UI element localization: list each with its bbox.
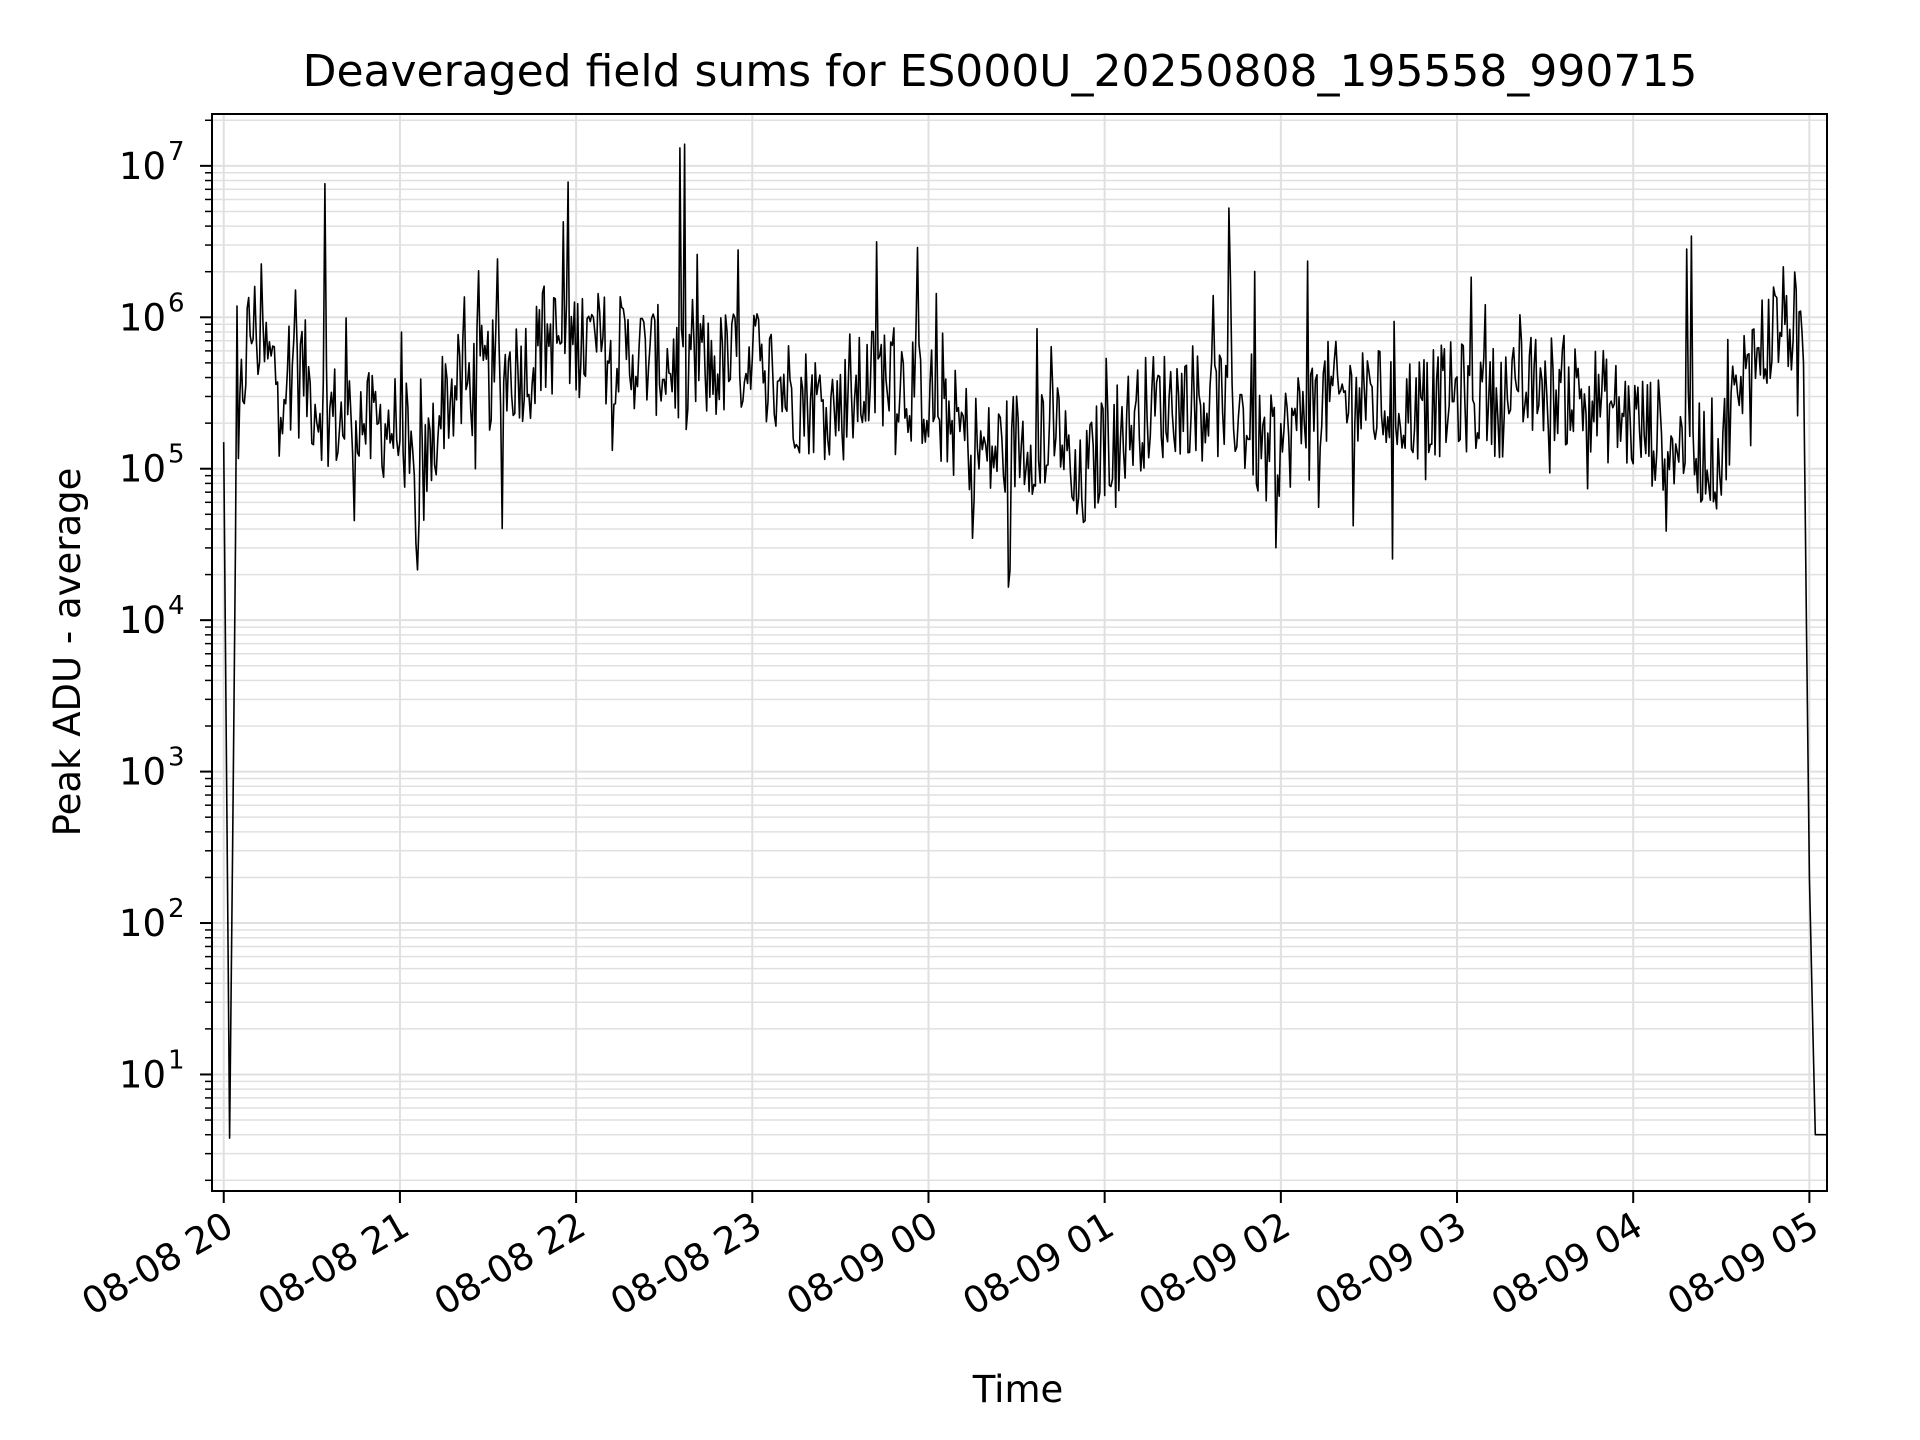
series-layer [222,143,1827,1139]
x-axis: 08-08 20 08-08 21 08-08 22 08-08 23 08-09 00… [75,1191,1826,1324]
x-tick-label: 08-09 00 [779,1204,945,1324]
y-tick-label: 10 [119,1053,166,1096]
y-tick-exponent: 6 [168,288,185,318]
x-tick-label: 08-08 22 [427,1204,593,1324]
x-axis-label: Time [972,1368,1064,1411]
x-tick-label: 08-09 04 [1484,1204,1650,1324]
x-tick-label: 08-08 20 [75,1204,241,1324]
x-tick-label: 08-09 03 [1308,1204,1474,1324]
chart-title: Deaveraged field sums for ES000U_2025080… [303,46,1698,97]
y-tick-exponent: 4 [168,591,185,621]
x-tick-label: 08-09 02 [1132,1204,1298,1324]
minor-gridlines [212,119,1827,1182]
x-tick-label: 08-09 01 [956,1204,1122,1324]
plot-frame [211,113,1828,1192]
y-tick-exponent: 1 [168,1045,185,1075]
major-gridlines [212,114,1827,1191]
series-line [222,143,1827,1139]
y-tick-exponent: 5 [168,440,185,470]
y-tick-exponent: 2 [168,894,185,924]
x-tick-label: 08-08 23 [603,1204,769,1324]
y-axis-label: Peak ADU - average [46,468,89,837]
y-tick-exponent: 7 [168,137,185,167]
y-tick-label: 10 [119,448,166,491]
y-tick-label: 10 [119,296,166,339]
x-tick-label: 08-08 21 [251,1204,417,1324]
y-tick-label: 10 [119,751,166,794]
y-tick-exponent: 3 [168,743,185,773]
y-tick-label: 10 [119,145,166,188]
x-tick-label: 08-09 05 [1660,1204,1826,1324]
y-tick-label: 10 [119,902,166,945]
y-tick-label: 10 [119,599,166,642]
